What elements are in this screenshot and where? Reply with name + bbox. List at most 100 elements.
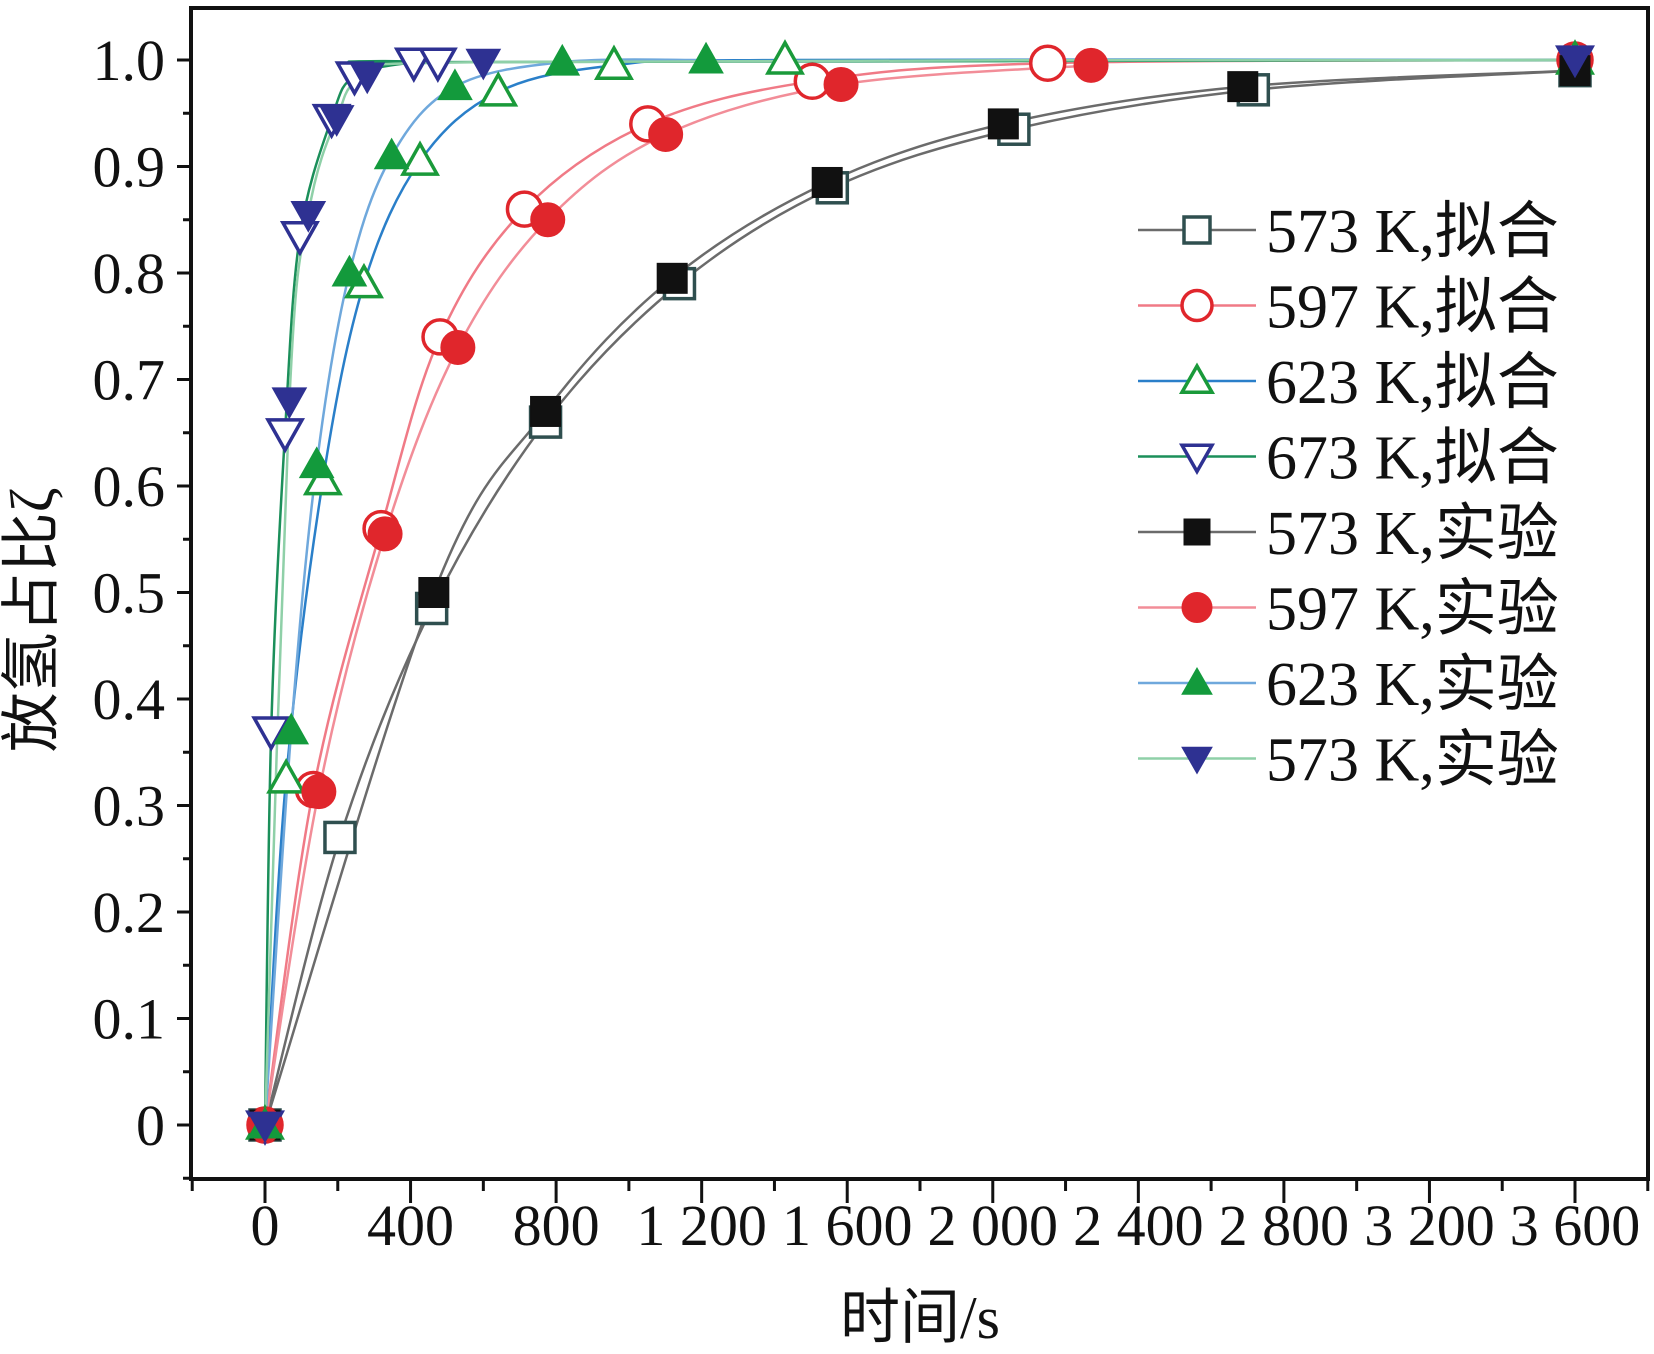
- square-marker: [1183, 518, 1211, 546]
- series-line: [263, 58, 707, 1126]
- triangle-down-marker: [247, 1111, 283, 1144]
- square-marker: [811, 166, 843, 198]
- x-tick-label: 1 600: [782, 1193, 913, 1258]
- circle-marker: [1028, 44, 1067, 82]
- y-tick-label: 0.4: [93, 667, 166, 732]
- square-marker: [656, 262, 688, 294]
- square-marker: [987, 108, 1019, 140]
- triangle-up-marker: [478, 71, 519, 107]
- x-tick-label: 0: [251, 1193, 280, 1258]
- x-tick-label: 2 000: [928, 1193, 1059, 1258]
- y-tick-label: 0.7: [93, 348, 166, 413]
- square-marker: [1182, 215, 1212, 245]
- legend-item: 597 K,实验: [1138, 576, 1559, 644]
- legend-label: 623 K,实验: [1266, 651, 1559, 719]
- y-tick-label: 0.8: [93, 241, 166, 306]
- triangle-down-marker: [393, 47, 434, 83]
- x-tick-label: 400: [367, 1193, 454, 1258]
- legend-item: 573 K,实验: [1138, 500, 1559, 568]
- y-tick-label: 0.2: [93, 880, 166, 945]
- legend-label: 673 K,拟合: [1266, 425, 1559, 493]
- triangle-down-marker: [271, 387, 308, 420]
- triangle-down-marker: [318, 105, 355, 137]
- legend: 573 K,拟合 597 K,拟合 623 K,拟合 673 K,拟合 573 K,实验…: [1138, 198, 1559, 795]
- legend-item: 573 K,拟合: [1138, 198, 1559, 266]
- triangle-up-marker: [593, 44, 634, 81]
- legend-item: 597 K,拟合: [1138, 274, 1559, 342]
- y-tick-label: 0: [136, 1093, 165, 1158]
- series-line: [263, 64, 1092, 1126]
- series-markers-7: [247, 46, 1593, 1144]
- triangle-up-marker: [765, 39, 805, 75]
- triangle-up-marker: [266, 758, 307, 794]
- triangle-down-marker: [265, 418, 306, 454]
- square-marker: [418, 577, 450, 608]
- circle-marker: [1073, 47, 1109, 83]
- legend-label: 573 K,实验: [1266, 727, 1559, 795]
- triangle-up-marker: [1181, 667, 1213, 695]
- legend-label: 573 K,实验: [1266, 500, 1559, 568]
- series-layer: [245, 39, 1595, 1146]
- legend-item: 673 K,拟合: [1138, 425, 1559, 493]
- square-marker: [1227, 71, 1259, 103]
- y-tick-label: 0.6: [93, 454, 166, 519]
- legend-label: 597 K,实验: [1266, 576, 1559, 644]
- x-tick-label: 800: [513, 1193, 600, 1258]
- square-marker: [323, 820, 357, 855]
- triangle-up-marker: [331, 254, 368, 287]
- square-marker: [530, 395, 562, 427]
- triangle-down-marker: [465, 48, 502, 81]
- triangle-up-marker: [437, 68, 473, 101]
- triangle-down-marker: [1557, 46, 1593, 79]
- x-tick-label: 3 600: [1510, 1193, 1641, 1258]
- circle-marker: [823, 66, 859, 102]
- x-tick-label: 2 400: [1073, 1193, 1204, 1258]
- circle-marker: [648, 117, 684, 153]
- triangle-down-marker: [251, 716, 292, 752]
- triangle-up-marker: [373, 137, 410, 170]
- legend-label: 573 K,拟合: [1266, 198, 1559, 266]
- x-tick-label: 2 800: [1219, 1193, 1350, 1258]
- triangle-up-marker: [400, 140, 441, 176]
- legend-item: 623 K,实验: [1138, 651, 1559, 719]
- legend-label: 597 K,拟合: [1266, 274, 1559, 342]
- triangle-down-marker: [279, 221, 320, 257]
- series-markers-6: [247, 41, 724, 1139]
- x-tick-label: 3 200: [1364, 1193, 1495, 1258]
- triangle-down-marker: [1178, 443, 1216, 475]
- y-tick-label: 0.1: [93, 987, 166, 1052]
- y-tick-label: 1.0: [93, 28, 166, 93]
- triangle-down-marker: [1181, 746, 1213, 775]
- y-tick-label: 0.9: [93, 135, 166, 200]
- triangle-up-marker: [1178, 362, 1216, 394]
- triangle-up-marker: [298, 446, 335, 479]
- series-5: [263, 64, 1092, 1126]
- legend-label: 623 K,拟合: [1266, 349, 1559, 417]
- triangle-down-marker: [290, 200, 327, 233]
- circle-marker: [530, 202, 566, 238]
- circle-marker: [1180, 288, 1214, 323]
- circle-marker: [1181, 592, 1213, 623]
- triangle-down-marker: [417, 47, 458, 83]
- circle-marker: [440, 330, 476, 366]
- legend-item: 623 K,拟合: [1138, 349, 1559, 417]
- series-7: [263, 58, 1576, 1126]
- x-tick-label: 1 200: [636, 1193, 767, 1258]
- circle-marker: [367, 516, 403, 552]
- series-markers-5: [247, 47, 1109, 1143]
- legend-item: 573 K,实验: [1138, 727, 1559, 795]
- triangle-down-marker: [349, 62, 386, 95]
- y-axis-title: 放氢占比ζ: [0, 488, 65, 753]
- axis-ticks: 0 400 800 1 200 1 600 2 000 2 400 2 800 3 200 3 6…: [93, 28, 1650, 1258]
- series-6: [263, 58, 707, 1126]
- y-tick-label: 0.5: [93, 561, 166, 626]
- x-axis-title: 时间/s: [840, 1285, 1000, 1351]
- triangle-up-marker: [544, 43, 581, 76]
- triangle-up-marker: [688, 41, 724, 74]
- y-tick-label: 0.3: [93, 774, 166, 839]
- triangle-up-marker: [302, 459, 343, 496]
- circle-marker: [301, 774, 337, 810]
- series-line: [263, 58, 1576, 1126]
- triangle-up-marker: [273, 712, 310, 745]
